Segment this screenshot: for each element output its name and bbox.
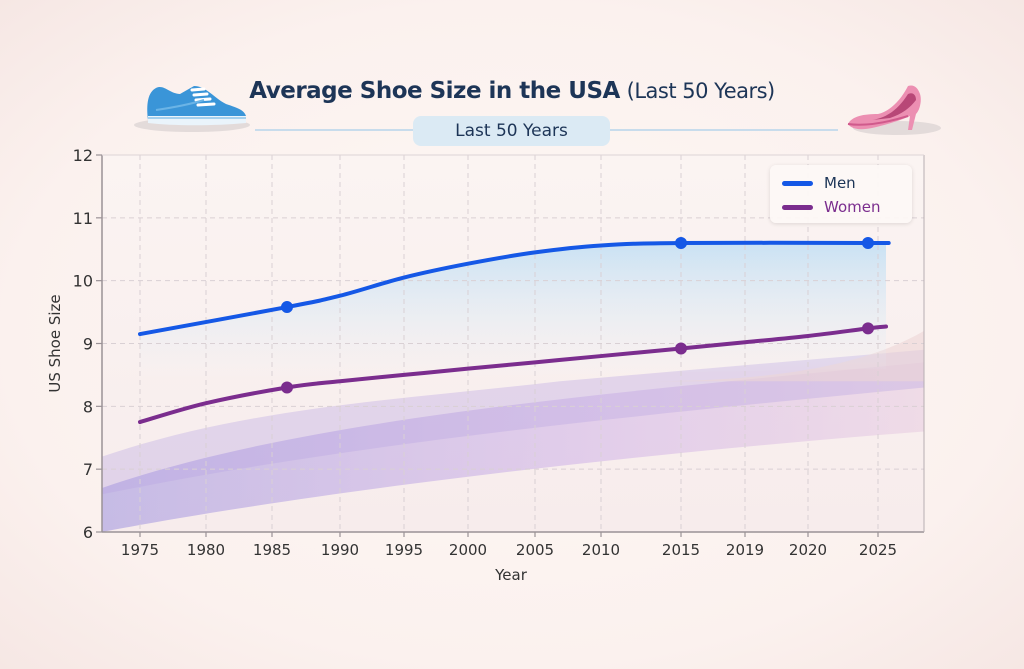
data-point-women (862, 322, 874, 335)
legend-swatch-men (782, 180, 813, 186)
subtitle-divider-right (610, 129, 838, 131)
y-tick-label: 10 (73, 272, 93, 291)
x-tick-label: 1985 (253, 541, 291, 559)
y-tick-label: 8 (83, 397, 93, 416)
y-tick-label: 12 (73, 146, 93, 165)
x-tick-label: 2020 (789, 541, 827, 559)
chart-title: Average Shoe Size in the USA (Last 50 Ye… (0, 78, 1024, 104)
y-tick-label: 6 (83, 523, 93, 542)
x-axis-label: Year (494, 566, 528, 584)
legend-label-men: Men (824, 174, 856, 192)
women-band (102, 362, 924, 532)
y-tick-label: 9 (83, 335, 93, 354)
y-tick-label: 11 (73, 209, 93, 228)
data-point-women (675, 342, 687, 355)
series-line-men (138, 240, 891, 337)
y-tick-label: 7 (83, 460, 93, 479)
y-axis-label: US Shoe Size (46, 294, 64, 392)
legend-item-women[interactable]: Women (782, 197, 880, 217)
legend: Men Women (770, 165, 912, 223)
sneaker-icon (134, 86, 250, 132)
x-tick-label: 1995 (385, 541, 423, 559)
data-point-men (281, 301, 293, 314)
x-tick-label: 2000 (449, 541, 487, 559)
data-point-women (281, 381, 293, 394)
data-point-men (862, 236, 874, 249)
x-tick-label: 1975 (121, 541, 159, 559)
x-tick-label: 2005 (516, 541, 554, 559)
tick-labels: 6 7 8 9 10 11 12 1975 1980 1985 1990 1995 2000 2005 20… (73, 146, 897, 559)
series-group (138, 236, 891, 425)
subtitle-badge: Last 50 Years (413, 116, 610, 146)
legend-label-women: Women (824, 198, 881, 216)
legend-item-men[interactable]: Men (782, 173, 856, 193)
women-band-inner (102, 349, 924, 495)
legend-swatch-women (782, 204, 813, 210)
x-tick-label: 1990 (321, 541, 359, 559)
title-suffix: (Last 50 Years) (626, 79, 776, 103)
x-tick-label: 2010 (582, 541, 620, 559)
data-point-men (675, 236, 687, 249)
title-main: Average Shoe Size in the USA (249, 78, 620, 104)
x-tick-label: 2015 (662, 541, 700, 559)
high-heel-icon (847, 85, 941, 135)
x-tick-label: 1980 (187, 541, 225, 559)
subtitle-divider-left (255, 129, 413, 131)
x-tick-label: 2019 (726, 541, 764, 559)
x-tick-label: 2025 (859, 541, 897, 559)
